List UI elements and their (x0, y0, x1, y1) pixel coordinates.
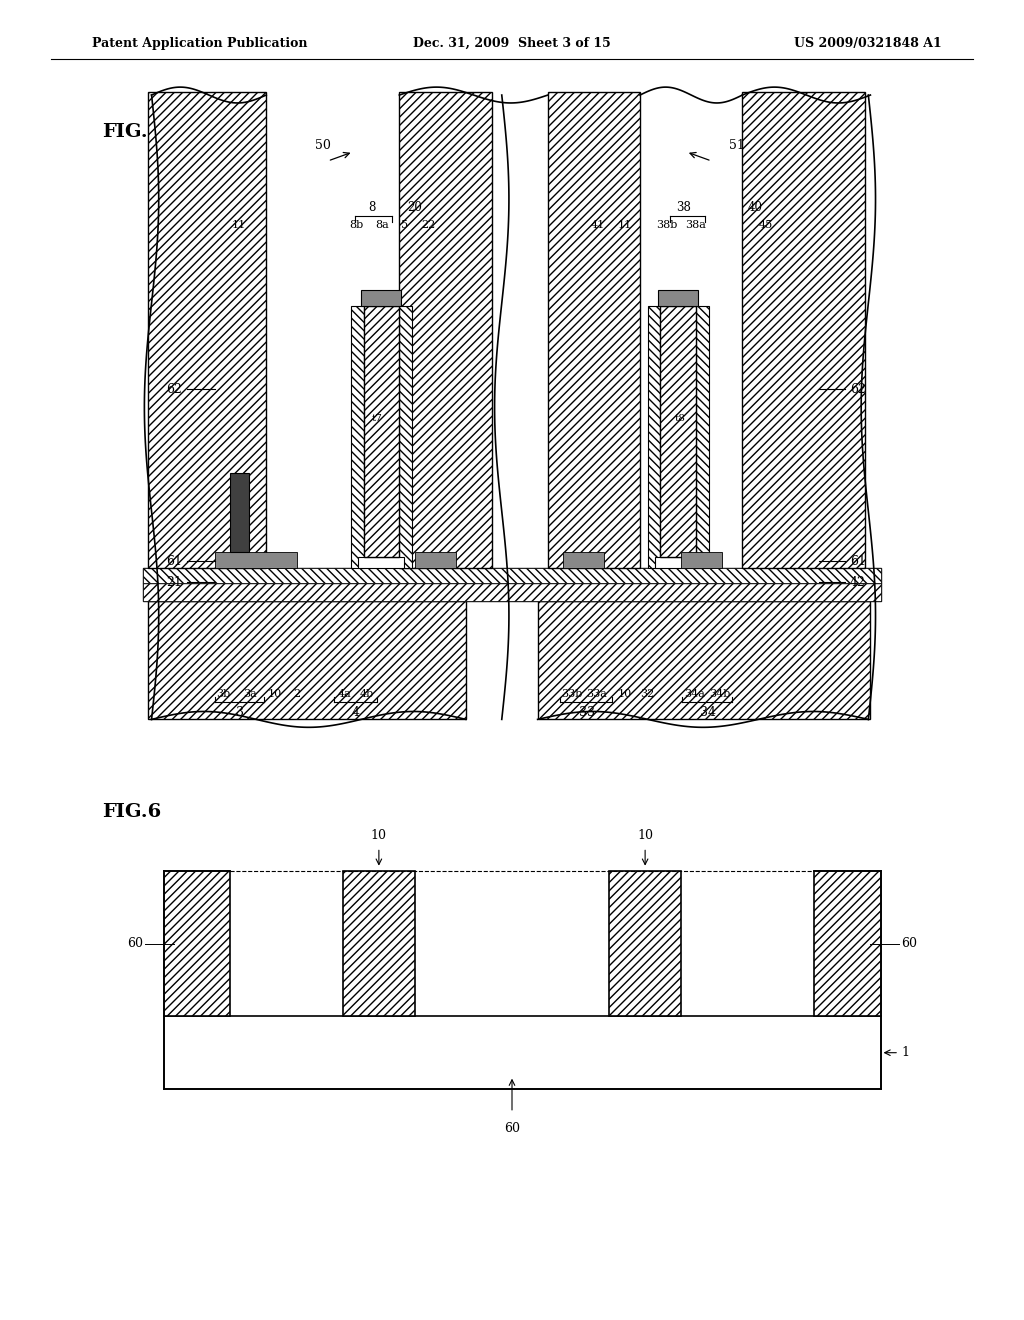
Bar (143, 583, 881, 601)
Text: 32: 32 (640, 689, 654, 700)
Bar (696, 306, 709, 568)
Bar (742, 92, 865, 568)
Text: 61: 61 (166, 554, 182, 568)
Bar (681, 552, 722, 568)
Bar (351, 306, 364, 568)
Text: 62: 62 (166, 383, 182, 396)
Bar (538, 601, 870, 719)
Text: 3: 3 (236, 706, 244, 719)
Text: 10: 10 (371, 829, 387, 842)
Text: 40: 40 (748, 201, 762, 214)
Bar (660, 306, 696, 557)
Text: 11: 11 (617, 219, 632, 230)
Text: 2: 2 (294, 689, 300, 700)
Text: 8b: 8b (349, 219, 364, 230)
Text: 34b: 34b (710, 689, 730, 700)
Text: 3b: 3b (216, 689, 230, 700)
Text: 20: 20 (408, 201, 422, 214)
Bar (143, 568, 881, 583)
Text: 34: 34 (699, 706, 716, 719)
Text: 42: 42 (850, 576, 866, 589)
Text: 50: 50 (314, 139, 331, 152)
Text: t7: t7 (372, 414, 382, 422)
Text: 38a: 38a (685, 219, 706, 230)
Bar (215, 552, 297, 568)
Bar (230, 473, 249, 552)
Text: 45: 45 (759, 219, 773, 230)
Text: 33b: 33b (561, 689, 582, 700)
Text: 60: 60 (504, 1122, 520, 1135)
Text: 60: 60 (901, 937, 918, 950)
Bar (814, 871, 881, 1016)
Text: 51: 51 (729, 139, 745, 152)
Text: 33: 33 (579, 706, 595, 719)
Text: 33a: 33a (587, 689, 607, 700)
Text: 10: 10 (267, 689, 282, 700)
Bar (358, 557, 404, 568)
Text: 60: 60 (127, 937, 143, 950)
Text: t8: t8 (675, 414, 685, 422)
Text: FIG.6: FIG.6 (102, 803, 162, 821)
Text: 4: 4 (351, 706, 359, 719)
Text: 4a: 4a (337, 689, 351, 700)
Text: 22: 22 (421, 219, 435, 230)
Text: 1: 1 (901, 1047, 909, 1059)
Text: 21: 21 (166, 576, 182, 589)
Text: 10: 10 (617, 689, 632, 700)
Bar (609, 871, 681, 1016)
Text: 41: 41 (591, 219, 605, 230)
Bar (148, 601, 466, 719)
Text: 8a: 8a (375, 219, 389, 230)
Text: Dec. 31, 2009  Sheet 3 of 15: Dec. 31, 2009 Sheet 3 of 15 (413, 37, 611, 50)
Text: 61: 61 (850, 554, 866, 568)
Text: US 2009/0321848 A1: US 2009/0321848 A1 (795, 37, 942, 50)
Text: 8: 8 (368, 201, 376, 214)
Text: 4b: 4b (359, 689, 374, 700)
Text: 3a: 3a (243, 689, 257, 700)
Text: 38: 38 (677, 201, 691, 214)
Bar (164, 1016, 881, 1089)
Bar (415, 552, 456, 568)
Text: 62: 62 (850, 383, 866, 396)
Bar (655, 557, 701, 568)
Bar (364, 306, 399, 557)
Bar (563, 552, 604, 568)
Bar (548, 92, 640, 568)
Bar (648, 306, 660, 568)
Bar (343, 871, 415, 1016)
Text: 10: 10 (637, 829, 653, 842)
Text: 11: 11 (231, 219, 246, 230)
Bar (143, 583, 881, 601)
Bar (658, 290, 698, 306)
Text: 38b: 38b (656, 219, 677, 230)
Bar (148, 92, 266, 568)
Text: 34a: 34a (684, 689, 705, 700)
Text: Patent Application Publication: Patent Application Publication (92, 37, 307, 50)
Bar (143, 568, 881, 583)
Bar (164, 871, 230, 1016)
Bar (361, 290, 401, 306)
Bar (399, 92, 492, 568)
Text: 5: 5 (401, 219, 408, 230)
Bar (399, 306, 412, 568)
Text: FIG.5: FIG.5 (102, 123, 162, 141)
